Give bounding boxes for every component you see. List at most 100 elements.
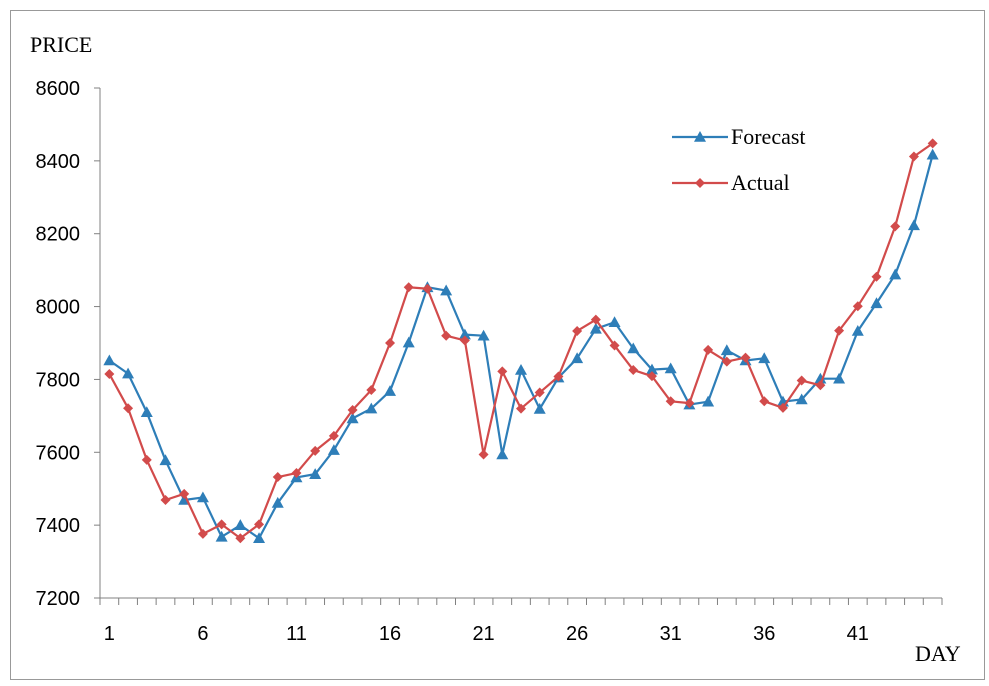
actual-point — [216, 519, 227, 530]
forecast-point — [384, 385, 397, 396]
y-axis-label: PRICE — [30, 32, 92, 57]
x-tick-label: 26 — [566, 623, 588, 645]
forecast-point — [215, 530, 228, 542]
actual-point — [534, 387, 545, 398]
forecast-point — [720, 344, 733, 356]
actual-point — [516, 403, 526, 414]
forecast-point — [234, 519, 247, 530]
actual-point — [572, 325, 583, 336]
y-tick-label: 8600 — [36, 78, 81, 100]
actual-point — [422, 283, 433, 294]
forecast-point — [758, 352, 771, 364]
actual-point — [646, 371, 657, 382]
y-tick-label: 7600 — [36, 442, 81, 464]
forecast-point — [833, 372, 846, 384]
legend-label-actual: Actual — [731, 170, 790, 195]
forecast-point — [477, 329, 490, 341]
legend-marker-forecast — [694, 131, 706, 142]
x-tick-label: 6 — [197, 623, 208, 645]
forecast-point — [159, 454, 172, 466]
actual-point — [254, 519, 265, 530]
actual-point — [553, 371, 564, 382]
x-tick-label: 21 — [472, 623, 494, 645]
y-tick-label: 8200 — [36, 224, 81, 246]
actual-point — [141, 454, 152, 465]
forecast-point — [122, 367, 135, 379]
forecast-point — [440, 284, 453, 296]
forecast-point — [608, 316, 621, 328]
x-tick-label: 11 — [286, 623, 307, 645]
actual-point — [478, 449, 489, 460]
forecast-point — [253, 532, 266, 544]
forecast-point — [140, 406, 153, 418]
actual-point — [179, 488, 190, 499]
legend-item-actual: Actual — [672, 170, 790, 195]
forecast-point — [627, 342, 640, 354]
x-tick-label: 1 — [104, 623, 115, 645]
actual-point — [927, 138, 938, 149]
chart-frame — [10, 10, 985, 680]
y-tick-label: 7800 — [36, 369, 81, 391]
actual-point — [665, 396, 676, 407]
y-tick-label: 8000 — [36, 297, 81, 319]
actual-line — [108, 142, 934, 540]
x-tick-label: 41 — [847, 623, 869, 645]
actual-point — [160, 495, 171, 506]
forecast-point — [402, 336, 415, 348]
y-ticks: 7200 7400 7600 7800 8000 8200 8400 8600 — [36, 78, 100, 610]
forecast-point — [814, 372, 827, 384]
actual-point — [759, 396, 770, 407]
actual-point — [777, 402, 788, 413]
series-actual — [104, 138, 938, 544]
actual-point — [703, 344, 714, 355]
legend-marker-actual — [695, 178, 705, 188]
actual-point — [441, 330, 452, 341]
forecast-point — [103, 354, 116, 366]
legend: Forecast Actual — [672, 124, 806, 195]
y-tick-label: 8400 — [36, 151, 81, 173]
forecast-point — [795, 393, 808, 405]
x-tick-label: 16 — [379, 623, 401, 645]
actual-point — [740, 352, 751, 363]
forecast-point — [851, 324, 864, 336]
forecast-point — [589, 322, 602, 334]
actual-point — [834, 325, 845, 336]
forecast-point — [926, 148, 939, 160]
actual-point — [310, 445, 321, 456]
y-tick-label: 7400 — [36, 515, 81, 537]
y-tick-label: 7200 — [36, 588, 81, 610]
actual-point — [385, 338, 396, 348]
actual-point — [871, 271, 882, 282]
actual-point — [852, 301, 863, 312]
actual-point — [815, 380, 826, 391]
actual-point — [459, 335, 470, 346]
actual-point — [104, 368, 115, 379]
actual-point — [403, 282, 414, 293]
actual-point — [628, 364, 639, 375]
forecast-point — [907, 219, 920, 231]
forecast-point — [889, 268, 902, 280]
actual-point — [796, 375, 807, 386]
forecast-line — [108, 154, 934, 540]
forecast-point — [533, 402, 546, 414]
actual-point — [497, 366, 508, 377]
forecast-point — [702, 395, 715, 407]
actual-point — [272, 472, 283, 483]
forecast-point — [458, 328, 471, 340]
x-ticks: 1 6 11 16 21 26 31 36 41 — [99, 598, 943, 645]
forecast-point — [664, 362, 677, 374]
actual-point — [197, 528, 208, 539]
actual-point — [328, 430, 339, 441]
series-forecast — [103, 148, 939, 544]
actual-point — [684, 398, 695, 409]
legend-label-forecast: Forecast — [731, 124, 806, 149]
actual-point — [347, 405, 358, 416]
forecast-point — [271, 496, 284, 508]
x-tick-label: 31 — [660, 623, 682, 645]
actual-point — [721, 356, 732, 367]
actual-point — [890, 221, 901, 232]
forecast-point — [365, 402, 378, 414]
actual-point — [291, 468, 302, 479]
actual-point — [908, 151, 919, 162]
